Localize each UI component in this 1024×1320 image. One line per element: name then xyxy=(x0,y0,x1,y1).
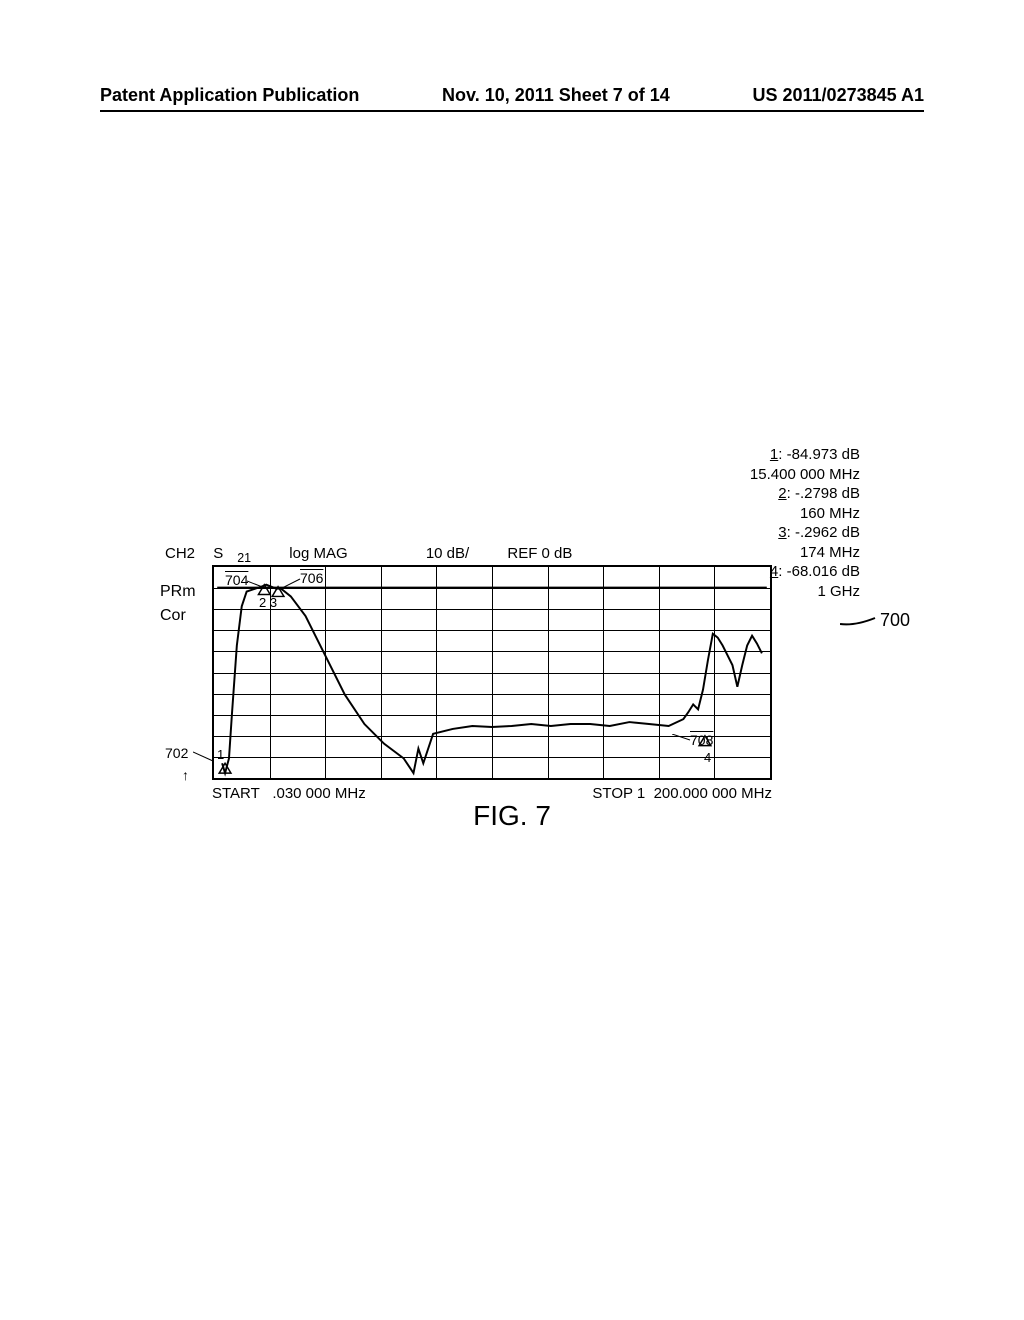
ref-700: 700 xyxy=(880,610,910,631)
marker-1-value: : -84.973 dB xyxy=(778,446,860,463)
ref-702: 702 xyxy=(165,745,188,761)
marker-2-freq: 160 MHz xyxy=(750,504,860,524)
arrow-up-icon: ↑ xyxy=(182,767,189,783)
marker-3-label: 3 xyxy=(778,524,786,541)
marker-4-value: : -68.016 dB xyxy=(778,563,860,580)
marker-2-label: 2 xyxy=(778,485,786,502)
marker-4-inline: 4 xyxy=(704,750,711,765)
prm-label: PRm xyxy=(160,580,196,604)
ref-708: 708 xyxy=(690,732,713,748)
marker-3-value: : -.2962 dB xyxy=(787,524,860,541)
ref-704: 704 xyxy=(225,572,248,588)
marker-1-freq: 15.400 000 MHz xyxy=(750,465,860,485)
side-labels: PRm Cor xyxy=(160,580,196,628)
channel-label: CH2 xyxy=(165,545,195,562)
marker-23-inline: 2 3 xyxy=(259,595,277,610)
chart-header: CH2 S21 log MAG 10 dB/ REF 0 dB xyxy=(165,545,586,565)
cor-label: Cor xyxy=(160,604,196,628)
format-label: log MAG xyxy=(289,545,347,562)
marker-3-freq: 174 MHz xyxy=(750,543,860,563)
marker-2-value: : -.2798 dB xyxy=(787,485,860,502)
ref-706: 706 xyxy=(300,570,323,586)
header-center: Nov. 10, 2011 Sheet 7 of 14 xyxy=(442,85,670,106)
header-divider xyxy=(100,110,924,112)
header-left: Patent Application Publication xyxy=(100,85,359,106)
marker-1-label: 1 xyxy=(770,446,778,463)
s-param-label: S21 xyxy=(213,545,251,562)
header-right: US 2011/0273845 A1 xyxy=(753,85,924,106)
ref-label: REF 0 dB xyxy=(507,545,572,562)
scale-label: 10 dB/ xyxy=(426,545,469,562)
figure-label: FIG. 7 xyxy=(0,800,1024,832)
